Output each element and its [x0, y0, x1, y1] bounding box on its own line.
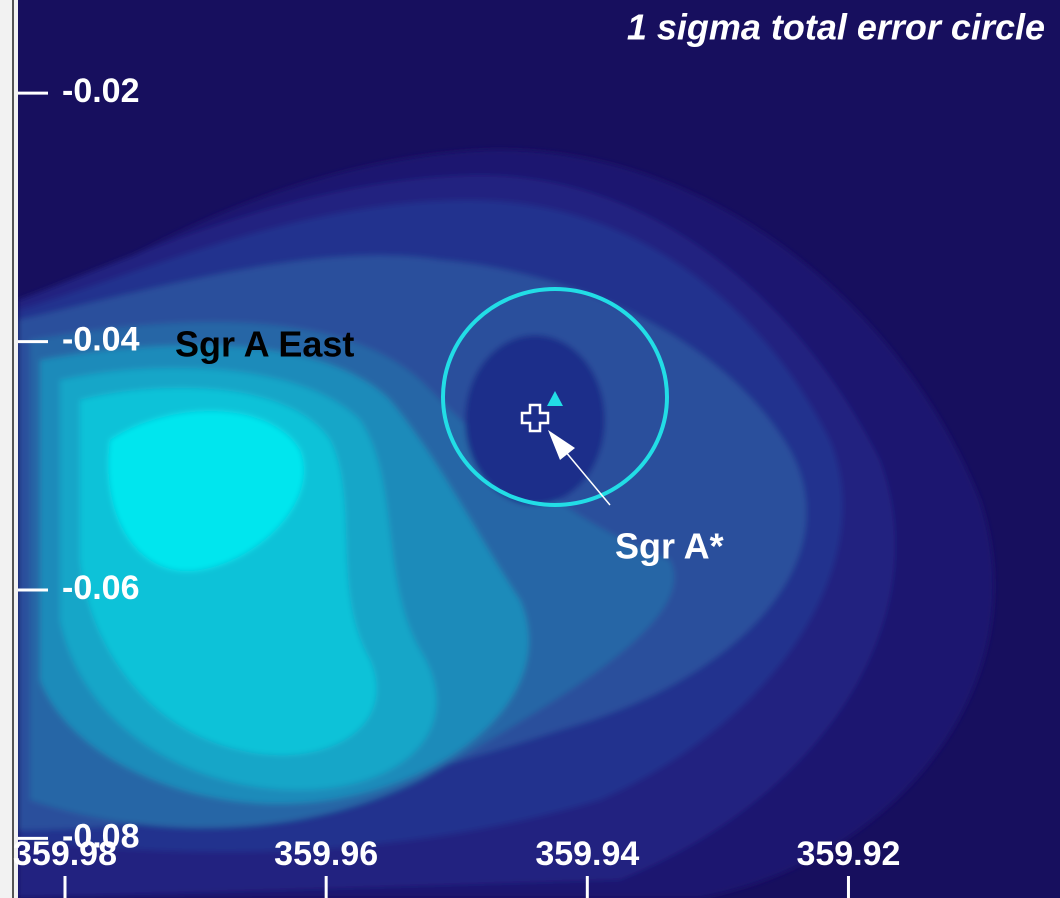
intensity-map [18, 0, 1060, 898]
x-tick-label: 359.98 [13, 835, 117, 873]
chart: 1 sigma total error circle Sgr A East Sg… [0, 0, 1060, 898]
annotation: Sgr A East [175, 324, 354, 365]
y-tick-label: -0.02 [62, 72, 140, 110]
x-tick-label: 359.96 [274, 835, 378, 873]
chart-title: 1 sigma total error circle [627, 7, 1045, 48]
left-margin [0, 0, 18, 898]
annotation: Sgr A* [615, 526, 724, 567]
y-tick-label: -0.04 [62, 321, 140, 359]
y-tick-label: -0.06 [62, 569, 140, 607]
x-tick-label: 359.94 [535, 835, 639, 873]
contour [465, 335, 605, 505]
x-tick-label: 359.92 [796, 835, 900, 873]
